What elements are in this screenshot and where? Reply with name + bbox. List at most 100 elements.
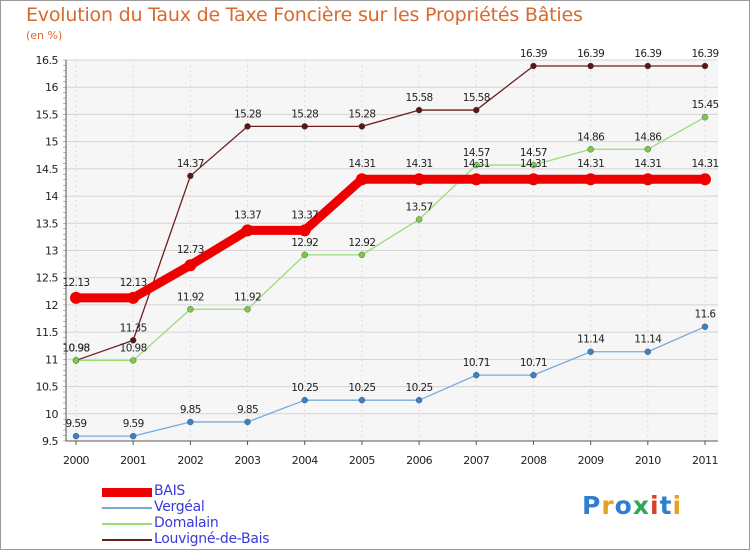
y-tick-label: 12.5 — [36, 272, 59, 285]
data-label: 12.92 — [291, 237, 318, 249]
data-label: 11.92 — [177, 291, 204, 303]
data-label: 10.98 — [120, 342, 147, 354]
data-point — [644, 62, 652, 70]
y-tick-label: 15.5 — [36, 108, 59, 121]
data-point — [641, 173, 654, 186]
y-tick-label: 10 — [45, 408, 58, 421]
proxiti-logo: Proxiti — [582, 491, 682, 520]
data-point — [241, 224, 254, 237]
data-point — [72, 432, 80, 440]
data-label: 14.86 — [577, 131, 605, 143]
data-label: 15.58 — [406, 92, 433, 104]
data-point — [415, 106, 423, 114]
data-point — [244, 418, 251, 426]
y-tick-label: 10.5 — [36, 381, 59, 394]
legend-label: Domalain — [154, 515, 219, 531]
y-tick-label: 13 — [45, 245, 58, 258]
x-tick-label: 2006 — [406, 454, 432, 467]
logo-letter: x — [632, 491, 650, 520]
data-point — [527, 173, 540, 186]
data-label: 12.13 — [62, 277, 89, 289]
data-label: 16.39 — [691, 48, 718, 60]
data-point — [72, 357, 80, 364]
data-point — [473, 161, 480, 169]
data-point — [301, 396, 308, 404]
data-label: 15.28 — [291, 108, 318, 120]
data-label: 14.31 — [406, 158, 433, 170]
data-point — [701, 62, 709, 70]
data-label: 16.39 — [577, 48, 604, 60]
data-point — [129, 432, 137, 440]
y-tick-label: 16.5 — [36, 54, 59, 67]
y-tick-label: 16 — [45, 81, 58, 94]
series-line — [71, 174, 710, 303]
data-label: 15.45 — [691, 99, 718, 111]
data-point — [644, 348, 652, 355]
labels-domalain: 10.98 10.98 11.92 11.92 12.92 12.92 13.57 14.57… — [62, 99, 719, 354]
data-point — [355, 173, 368, 186]
x-tick-label: 2008 — [520, 454, 546, 467]
data-label: 11.14 — [577, 334, 605, 346]
data-point — [184, 259, 197, 272]
data-label: 9.59 — [123, 418, 144, 430]
data-label: 9.59 — [66, 418, 87, 430]
data-point — [587, 62, 594, 70]
data-label: 14.31 — [348, 158, 375, 170]
data-label: 10.25 — [291, 382, 318, 394]
series-louvign-de-bais — [72, 62, 709, 364]
data-point — [584, 173, 597, 186]
y-tick-label: 14 — [45, 190, 58, 203]
data-point — [530, 371, 537, 379]
data-point — [187, 418, 194, 426]
data-point — [127, 291, 140, 304]
x-tick-label: 2009 — [578, 454, 604, 467]
data-point — [530, 161, 537, 169]
data-point — [358, 251, 366, 259]
data-label: 14.31 — [691, 158, 718, 170]
data-point — [187, 306, 194, 313]
data-label: 10.71 — [463, 357, 490, 369]
x-tick-label: 2011 — [692, 454, 718, 467]
data-label: 14.31 — [634, 158, 661, 170]
data-label: 10.98 — [62, 342, 89, 354]
legend-swatch — [102, 487, 152, 497]
data-point — [587, 146, 594, 153]
series-line — [75, 65, 706, 362]
y-tick-label: 13.5 — [36, 217, 59, 230]
data-point — [129, 357, 137, 364]
data-point — [70, 291, 82, 304]
data-label: 12.92 — [348, 237, 375, 249]
data-label: 11.14 — [634, 334, 662, 346]
data-label: 11.35 — [120, 322, 147, 334]
data-label: 14.31 — [577, 158, 604, 170]
x-tick-label: 2005 — [349, 454, 375, 467]
data-label: 16.39 — [520, 48, 547, 60]
data-label: 10.71 — [520, 357, 547, 369]
labels-bais: 12.13 12.13 12.73 13.37 13.37 14.31 14.31 14.31… — [62, 158, 719, 289]
data-point — [187, 172, 194, 180]
data-label: 9.85 — [180, 404, 201, 416]
y-tick-label: 15 — [45, 136, 58, 149]
data-point — [244, 123, 251, 130]
data-label: 14.57 — [463, 147, 490, 159]
data-point — [301, 251, 308, 259]
data-label: 13.37 — [234, 209, 261, 221]
data-point — [301, 123, 308, 130]
legend-swatch — [102, 539, 152, 541]
y-tick-label: 9.5 — [42, 435, 58, 448]
y-tick-label: 12 — [45, 299, 58, 312]
data-label: 12.73 — [177, 244, 204, 256]
logo-letter: r — [601, 491, 615, 520]
data-label: 11.92 — [234, 291, 261, 303]
x-tick-label: 2003 — [235, 454, 261, 467]
legend-label: BAIS — [154, 483, 185, 499]
y-tick-label: 11 — [45, 353, 58, 366]
data-label: 14.31 — [463, 158, 490, 170]
series-bais — [70, 173, 711, 304]
labels-verg-al: 9.59 9.59 9.85 9.85 10.25 10.25 10.25 10.71 10.7… — [66, 309, 717, 430]
data-label: 14.57 — [520, 147, 547, 159]
data-label: 14.37 — [177, 158, 204, 170]
data-label: 13.37 — [291, 209, 318, 221]
data-label: 10.98 — [62, 342, 89, 354]
data-point — [358, 396, 366, 404]
